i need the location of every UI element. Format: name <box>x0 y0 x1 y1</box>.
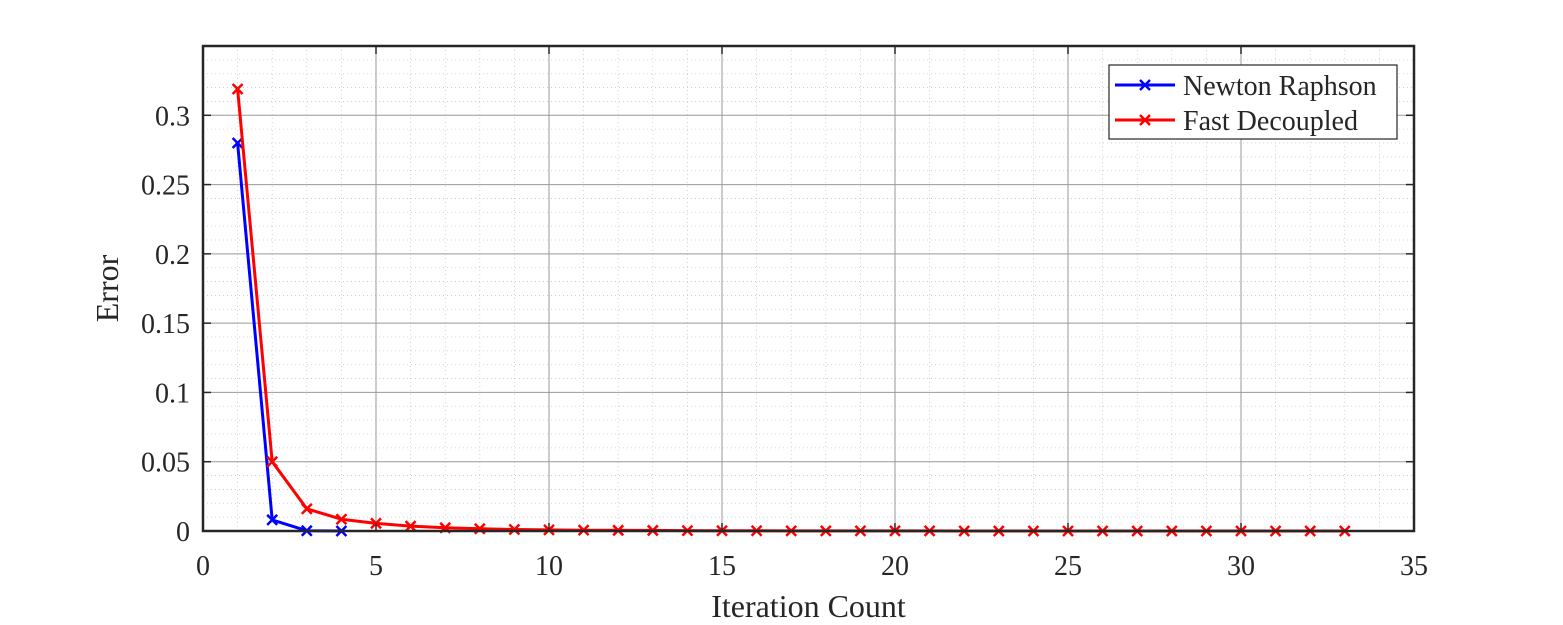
data-point-fast-decoupled <box>266 455 279 468</box>
y-axis-label: Error <box>89 254 125 322</box>
data-point-fast-decoupled <box>335 513 348 526</box>
marker-stroke <box>266 455 279 468</box>
y-tick-label: 0.15 <box>141 309 190 340</box>
legend-entry-newton-raphson: Newton Raphson <box>1115 71 1377 102</box>
legend-box <box>1108 64 1398 140</box>
y-axis-ticks: 0 0.05 0.1 0.15 0.2 0.25 0.3 <box>141 101 1414 548</box>
data-point-fast-decoupled <box>404 520 417 533</box>
marker-stroke <box>1139 79 1151 91</box>
x-tick-label: 20 <box>881 551 909 582</box>
y-tick-label: 0 <box>176 517 190 548</box>
y-tick-label: 0.25 <box>141 171 190 202</box>
marker-stroke <box>1139 114 1151 126</box>
legend-marker <box>1139 79 1151 91</box>
x-tick-label: 25 <box>1054 551 1082 582</box>
data-point-fast-decoupled <box>508 523 521 536</box>
y-tick-label: 0.05 <box>141 448 190 479</box>
y-tick-label: 0.1 <box>155 378 190 409</box>
marker-stroke <box>231 83 244 95</box>
x-axis-label: Iteration Count <box>711 588 906 624</box>
x-axis-ticks: 0 5 10 15 20 25 30 35 <box>196 46 1428 582</box>
data-point-newton-raphson <box>266 514 279 526</box>
legend-label: Fast Decoupled <box>1183 106 1358 137</box>
y-tick-label: 0.2 <box>155 240 190 271</box>
legend: Newton Raphson Fast Decoupled <box>1108 64 1398 140</box>
legend-marker <box>1139 114 1151 126</box>
data-point-fast-decoupled <box>300 502 313 515</box>
marker-stroke <box>335 513 348 526</box>
x-tick-label: 35 <box>1400 551 1428 582</box>
x-tick-label: 15 <box>708 551 736 582</box>
marker-stroke <box>266 514 279 526</box>
y-tick-label: 0.3 <box>155 101 190 132</box>
x-tick-label: 5 <box>369 551 383 582</box>
x-tick-label: 30 <box>1227 551 1255 582</box>
plot-frame <box>201 44 1416 533</box>
data-point-fast-decoupled <box>231 83 244 95</box>
legend-label: Newton Raphson <box>1183 71 1377 102</box>
marker-stroke <box>300 502 313 515</box>
x-tick-label: 10 <box>535 551 563 582</box>
marker-stroke <box>404 520 417 533</box>
x-tick-label: 0 <box>196 551 210 582</box>
legend-entry-fast-decoupled: Fast Decoupled <box>1115 106 1358 137</box>
marker-stroke <box>508 523 521 536</box>
